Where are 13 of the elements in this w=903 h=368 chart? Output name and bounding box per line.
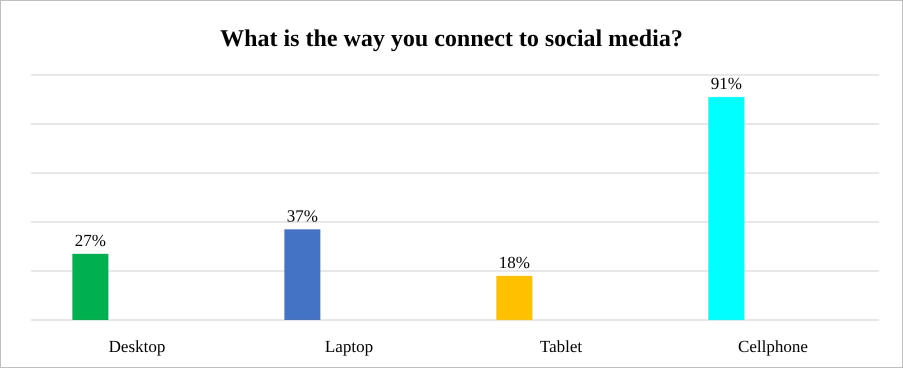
data-label: 18% <box>498 252 530 272</box>
x-tick-label: Tablet <box>540 337 582 356</box>
x-tick-label: Laptop <box>324 337 374 356</box>
bar <box>284 229 320 320</box>
chart-title: What is the way you connect to social media? <box>220 26 683 52</box>
bar <box>496 276 532 320</box>
bar <box>708 97 744 320</box>
data-label: 91% <box>710 74 742 94</box>
data-label: 37% <box>286 206 318 226</box>
x-tick-label: Cellphone <box>738 337 808 356</box>
x-tick-label: Desktop <box>108 337 166 356</box>
data-label: 27% <box>74 230 106 250</box>
bar <box>72 254 108 320</box>
